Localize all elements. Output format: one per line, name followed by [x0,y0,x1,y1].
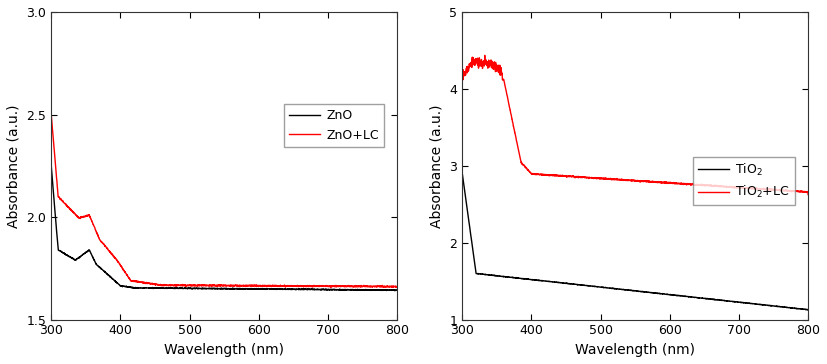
Line: ZnO+LC: ZnO+LC [51,114,397,287]
ZnO+LC [392,285,402,289]
Legend: ZnO, ZnO+LC: ZnO, ZnO+LC [284,104,384,147]
TiO$_2$+LC [475,59,485,64]
ZnO [214,286,224,291]
ZnO+LC [387,285,397,289]
ZnO [392,288,402,292]
TiO$_2$+LC [625,178,635,183]
ZnO [64,254,74,259]
TiO$_2$ [475,272,485,276]
ZnO [205,286,215,290]
TiO$_2$+LC [793,189,803,194]
TiO$_2$ [793,306,803,311]
TiO$_2$ [625,288,635,292]
ZnO+LC [382,285,392,289]
ZnO+LC [214,284,224,288]
Line: TiO$_2$: TiO$_2$ [462,174,808,310]
Line: TiO$_2$+LC: TiO$_2$+LC [462,55,808,194]
ZnO+LC [64,205,74,210]
ZnO+LC [382,284,392,289]
TiO$_2$ [616,287,626,292]
X-axis label: Wavelength (nm): Wavelength (nm) [575,343,696,357]
ZnO [318,287,328,291]
TiO$_2$ [457,171,467,176]
TiO$_2$ [803,308,813,312]
TiO$_2$+LC [803,192,813,197]
TiO$_2$ [729,300,739,304]
Y-axis label: Absorbance (a.u.): Absorbance (a.u.) [430,104,444,228]
ZnO+LC [318,284,328,288]
TiO$_2$ [793,306,803,311]
TiO$_2$+LC [729,186,739,190]
TiO$_2$+LC [480,53,490,58]
Y-axis label: Absorbance (a.u.): Absorbance (a.u.) [7,104,21,228]
TiO$_2$+LC [616,177,626,182]
ZnO+LC [205,284,215,288]
ZnO [390,288,400,293]
ZnO [382,288,392,292]
Legend: TiO$_2$, TiO$_2$+LC: TiO$_2$, TiO$_2$+LC [693,157,795,205]
TiO$_2$+LC [457,75,467,80]
Line: ZnO: ZnO [51,166,397,290]
TiO$_2$+LC [793,189,803,194]
ZnO+LC [46,112,56,116]
ZnO [382,288,392,292]
TiO$_2$ [801,308,811,312]
ZnO [46,163,56,168]
X-axis label: Wavelength (nm): Wavelength (nm) [164,343,284,357]
